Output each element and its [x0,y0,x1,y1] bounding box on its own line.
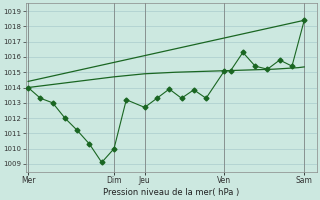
X-axis label: Pression niveau de la mer( hPa ): Pression niveau de la mer( hPa ) [103,188,239,197]
